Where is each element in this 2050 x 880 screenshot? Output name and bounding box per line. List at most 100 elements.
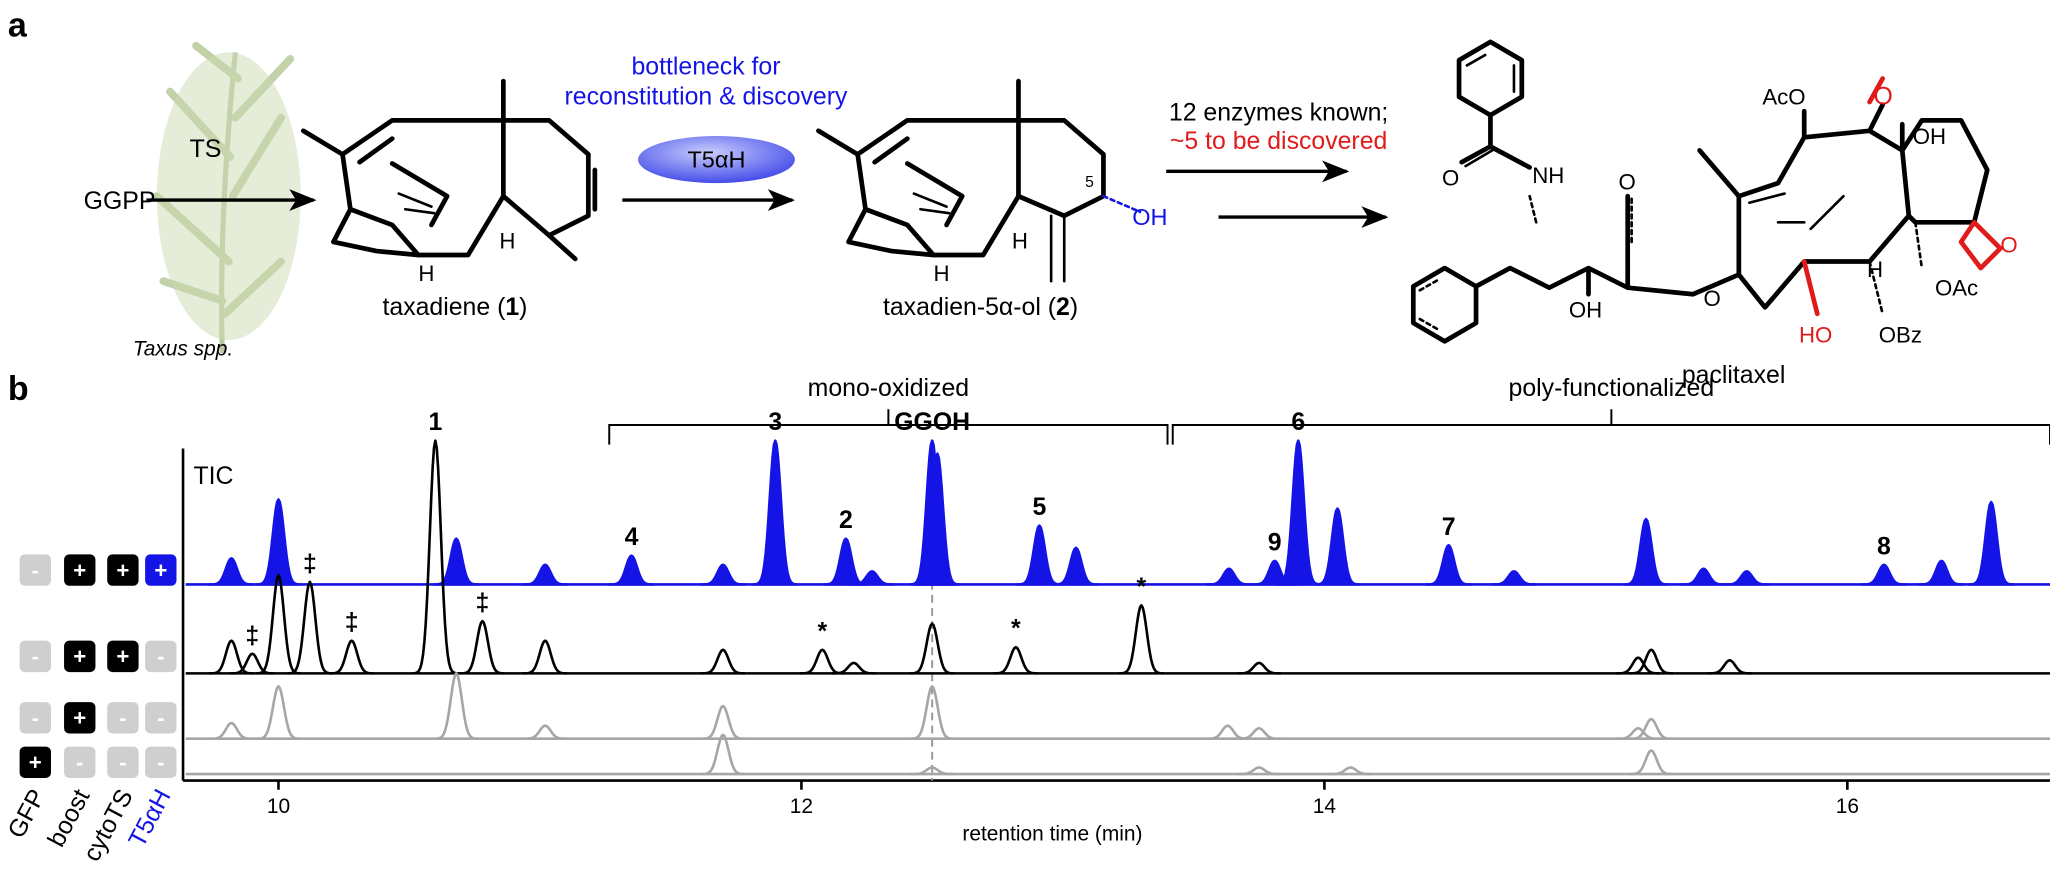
peak — [699, 563, 747, 586]
peak — [1622, 517, 1670, 586]
peak — [255, 685, 301, 741]
peak — [255, 498, 302, 586]
condition-box — [145, 640, 177, 673]
condition-box — [64, 554, 96, 586]
condition-sign: + — [73, 706, 86, 731]
peak — [910, 766, 955, 776]
peak — [229, 652, 275, 675]
condition-sign: - — [157, 644, 164, 669]
peak-label: 5 — [1032, 494, 1046, 521]
peak-label: 9 — [1268, 529, 1282, 556]
peak-label: 8 — [1877, 533, 1891, 560]
peak — [1616, 726, 1661, 741]
organism: Taxus spp. — [133, 338, 233, 361]
panel-label: b — [8, 370, 29, 408]
peak-label: 3 — [768, 409, 782, 436]
peak-label: 2 — [839, 507, 853, 534]
atom-label: O — [1619, 170, 1636, 195]
peak — [1490, 570, 1538, 586]
peak — [286, 580, 332, 675]
peak — [1627, 717, 1674, 741]
substrate: GGPP — [84, 188, 156, 215]
condition-box — [107, 554, 139, 586]
condition-box — [145, 746, 177, 778]
y-axis-label: TIC — [193, 463, 233, 490]
peak-label: ‡ — [476, 590, 490, 617]
peak — [752, 439, 799, 586]
peak — [1314, 507, 1361, 586]
peak — [1680, 567, 1727, 586]
condition-sign: - — [32, 558, 39, 583]
peak — [523, 724, 568, 741]
bracket — [608, 409, 1169, 445]
compound-name: paclitaxel — [1682, 362, 1786, 389]
condition-sign: - — [157, 750, 164, 775]
peak — [608, 554, 655, 586]
x-tick-label: 14 — [1313, 795, 1337, 818]
peak — [992, 645, 1038, 675]
condition-sign: - — [76, 750, 83, 775]
condition-sign: + — [154, 558, 167, 583]
peak-label: ‡ — [303, 550, 317, 577]
peak-label: * — [1137, 574, 1147, 601]
peak — [1723, 570, 1770, 586]
bracket — [1171, 409, 2050, 445]
atom-label: NH — [1532, 163, 1564, 188]
peak-label: 4 — [625, 524, 639, 551]
peak — [1237, 661, 1282, 675]
condition-sign: - — [157, 706, 164, 731]
peak — [1967, 500, 2015, 586]
condition-label: GFP — [3, 785, 51, 843]
atom-label: H — [499, 228, 515, 253]
panel-label: a — [8, 7, 28, 45]
atom-label: AcO — [1762, 85, 1805, 110]
peak — [412, 439, 458, 675]
peak-label: 1 — [428, 409, 442, 436]
peak — [1328, 766, 1373, 776]
peak — [1205, 567, 1253, 586]
condition-box — [19, 702, 51, 734]
peak — [209, 721, 254, 741]
taxadiene-structure — [300, 78, 598, 262]
bottleneck-note: bottleneck for — [631, 54, 780, 81]
condition-sign: - — [119, 750, 126, 775]
peak-label: ‡ — [345, 609, 359, 636]
peak — [255, 574, 301, 675]
peak — [1707, 658, 1752, 675]
atom-label: OH — [1913, 124, 1946, 149]
peak — [799, 648, 845, 675]
peak — [208, 639, 254, 675]
peak — [1425, 543, 1472, 586]
peak — [1274, 439, 1322, 586]
peak — [521, 563, 569, 586]
condition-box — [64, 746, 96, 778]
atom-label: 5 — [1085, 174, 1094, 191]
bracket-label: poly-functionalized — [1509, 375, 1715, 402]
enzyme-blob — [638, 136, 795, 184]
peak-label: * — [1011, 616, 1021, 643]
pathway-note: 12 enzymes known; — [1169, 99, 1388, 126]
peak — [848, 570, 896, 586]
peak — [1616, 656, 1661, 675]
condition-box — [107, 702, 139, 734]
condition-sign: + — [73, 644, 86, 669]
x-tick-label: 16 — [1836, 795, 1859, 818]
atom-label: O — [1704, 286, 1721, 311]
atom-label: H — [418, 261, 434, 286]
peak — [459, 619, 505, 675]
peak — [1237, 726, 1282, 741]
condition-sign: + — [73, 558, 86, 583]
condition-box — [19, 640, 51, 673]
peak-label: GGOH — [894, 409, 970, 436]
paclitaxel-structure — [1410, 39, 2003, 344]
condition-box — [107, 640, 139, 673]
atom-label: HO — [1799, 323, 1832, 348]
atom-label: O — [1442, 166, 1459, 191]
peak — [1918, 559, 1965, 586]
oxidase-label: T5αH — [687, 146, 745, 172]
condition-box — [64, 702, 96, 734]
x-tick-label: 10 — [267, 795, 290, 818]
peak — [908, 622, 955, 675]
peak — [328, 639, 374, 675]
